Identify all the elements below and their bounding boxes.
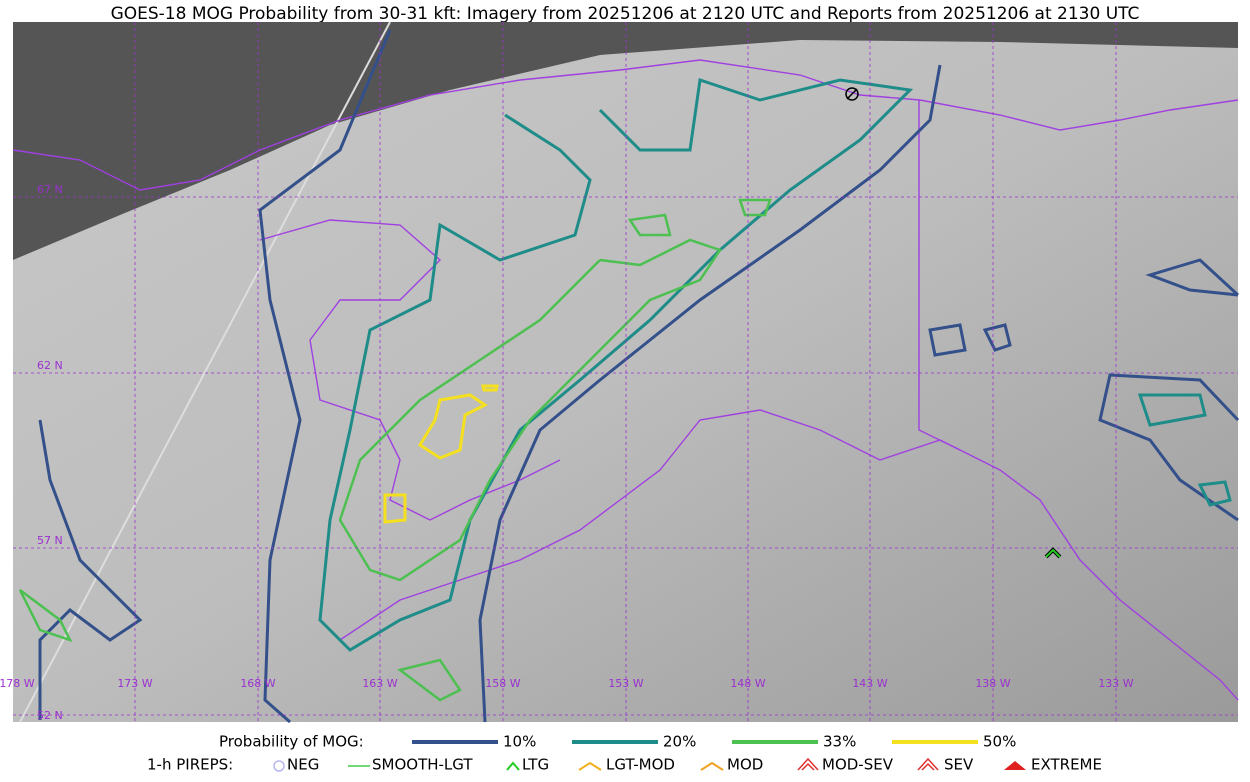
- latitude-label: 52 N: [37, 709, 63, 722]
- legend-symbol: [700, 761, 724, 771]
- longitude-label: 163 W: [362, 677, 397, 690]
- legend-symbol: [917, 757, 939, 771]
- legend-title: 1-h PIREPS:: [147, 756, 233, 774]
- legend-symbol: [797, 757, 819, 771]
- legend-symbol: [1004, 761, 1026, 770]
- longitude-label: 173 W: [117, 677, 152, 690]
- pirep-reports: [845, 87, 1062, 559]
- latitude-label: 62 N: [37, 359, 63, 372]
- orbit-track: [19, 21, 391, 723]
- map: 67 N 62 N 57 N 52 N 178 W 173 W 168 W 163 W 158…: [0, 21, 1240, 724]
- longitude-label: 138 W: [975, 677, 1010, 690]
- legend-label: MOD: [727, 756, 763, 774]
- contours: [18, 29, 1240, 724]
- latitude-labels: 67 N 62 N 57 N 52 N: [37, 183, 63, 722]
- longitude-label: 148 W: [730, 677, 765, 690]
- legend-label: SMOOTH-LGT: [372, 756, 473, 774]
- legend: Probability of MOG: 10% 20% 33% 50% 1-h …: [147, 733, 1102, 774]
- coastlines: [12, 59, 1239, 701]
- legend-symbol: [273, 760, 285, 772]
- legend-label: EXTREME: [1031, 756, 1102, 774]
- legend-label: LGT-MOD: [606, 756, 675, 774]
- longitude-label: 158 W: [485, 677, 520, 690]
- legend-symbol: [506, 761, 520, 771]
- legend-label: 50%: [983, 733, 1016, 751]
- legend-label: MOD-SEV: [822, 756, 894, 774]
- latitude-label: 57 N: [37, 534, 63, 547]
- longitude-label: 168 W: [240, 677, 275, 690]
- longitude-labels: 178 W 173 W 168 W 163 W 158 W 153 W 148 W 143 W…: [0, 677, 1134, 690]
- latitude-label: 67 N: [37, 183, 63, 196]
- legend-label: 20%: [663, 733, 696, 751]
- longitude-label: 153 W: [608, 677, 643, 690]
- legend-label: 10%: [503, 733, 536, 751]
- longitude-label: 143 W: [852, 677, 887, 690]
- legend-title: Probability of MOG:: [219, 733, 364, 751]
- graticule: [13, 22, 1238, 722]
- no-data-region: [13, 22, 1238, 260]
- legend-label: 33%: [823, 733, 856, 751]
- legend-symbol: [578, 761, 602, 771]
- legend-label: NEG: [287, 756, 319, 774]
- legend-label: SEV: [944, 756, 974, 774]
- title: GOES-18 MOG Probability from 30-31 kft: …: [111, 4, 1140, 24]
- longitude-label: 178 W: [0, 677, 35, 690]
- legend-label: LTG: [522, 756, 549, 774]
- longitude-label: 133 W: [1098, 677, 1133, 690]
